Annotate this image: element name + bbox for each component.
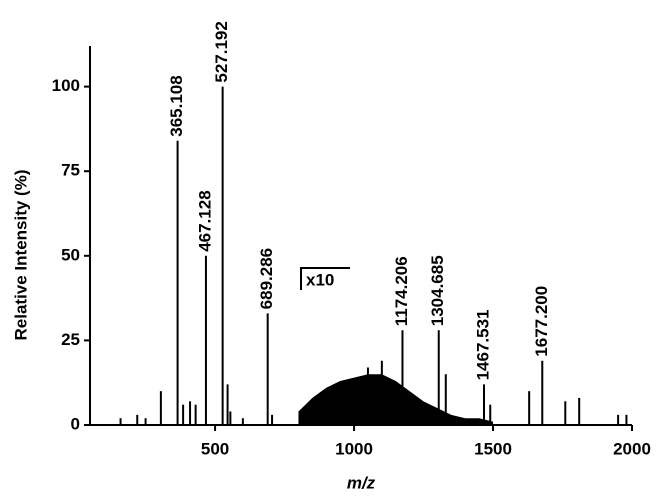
peak-label: 1677.200: [532, 286, 551, 357]
peak-label: 1304.685: [428, 255, 447, 326]
peak-label: 365.108: [167, 75, 186, 136]
y-tick-label: 0: [71, 414, 80, 433]
x-axis-label: m/z: [347, 473, 376, 492]
y-tick-label: 100: [52, 76, 80, 95]
peak-label: 527.192: [212, 21, 231, 82]
x-tick-label: 1000: [335, 439, 373, 458]
y-axis-label: Relative Intensity (%): [11, 170, 30, 341]
x-tick-label: 500: [201, 439, 229, 458]
peak-label: 1467.531: [473, 309, 492, 380]
peak-label: 467.128: [195, 190, 214, 251]
x-tick-label: 2000: [613, 439, 651, 458]
envelope-area: [298, 374, 494, 425]
x-tick-label: 1500: [474, 439, 512, 458]
annotation: x10: [306, 270, 334, 289]
magnify-bracket: [300, 267, 350, 290]
y-tick-label: 25: [61, 330, 80, 349]
peak-label: 1174.206: [392, 256, 411, 326]
y-tick-label: 75: [61, 161, 80, 180]
y-tick-label: 50: [61, 245, 80, 264]
peak-label: 689.286: [257, 248, 276, 309]
